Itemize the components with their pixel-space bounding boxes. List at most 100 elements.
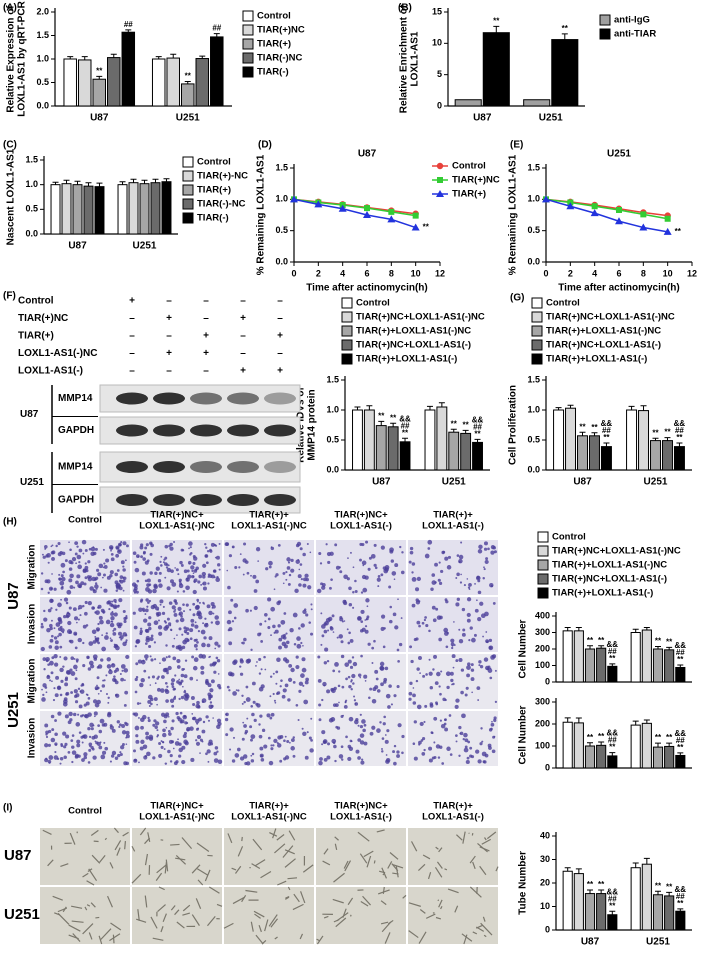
stained-cell (62, 701, 68, 707)
blot-band (190, 494, 222, 506)
stained-cell (71, 734, 75, 737)
stained-cell (151, 675, 155, 679)
stained-cell (208, 636, 213, 641)
significance-mark: ** (666, 637, 673, 646)
stained-cell (431, 580, 437, 585)
stained-cell (44, 723, 49, 728)
stained-cell (180, 614, 183, 618)
column-header: Control (68, 806, 102, 817)
stained-cell (118, 586, 123, 591)
stained-cell (49, 623, 53, 628)
stained-cell (145, 628, 150, 633)
stained-cell (231, 545, 235, 549)
stained-cell (190, 757, 195, 763)
stained-cell (400, 617, 403, 619)
stained-cell (444, 718, 447, 722)
stained-cell (63, 697, 68, 701)
stained-cell (54, 645, 59, 650)
stained-cell (64, 682, 69, 687)
stained-cell (269, 716, 273, 720)
y-tick-label: 15 (432, 6, 442, 16)
stained-cell (125, 634, 128, 637)
stained-cell (214, 641, 219, 646)
tube-segment (208, 886, 220, 894)
y-tick-label: 0.5 (326, 434, 339, 444)
stained-cell (139, 627, 143, 630)
stained-cell (97, 622, 100, 626)
stained-cell (107, 696, 110, 699)
stained-cell (277, 544, 281, 547)
tube-segment (197, 868, 209, 876)
tube-segment (462, 831, 466, 844)
stained-cell (330, 578, 333, 581)
error-bar (366, 405, 373, 410)
stained-cell (283, 612, 287, 615)
stained-cell (334, 662, 339, 667)
column-header: TIAR(+)NC+ (334, 801, 388, 812)
stained-cell (476, 599, 478, 602)
stained-cell (139, 746, 144, 751)
stained-cell (379, 665, 384, 671)
stained-cell (384, 734, 387, 736)
blot-band (190, 392, 222, 405)
stained-cell (64, 742, 68, 746)
stained-cell (380, 614, 386, 619)
stained-cell (373, 563, 377, 567)
stained-cell (308, 621, 311, 624)
legend-label: TIAR(+)+LOXL1-AS1(-)NC (356, 326, 471, 337)
stained-cell (205, 546, 208, 549)
stained-cell (290, 738, 295, 743)
y-tick-label: 0 (545, 676, 550, 686)
stained-cell (183, 739, 188, 745)
stained-cell (333, 744, 337, 749)
x-tick-label: U251 (646, 937, 670, 948)
stained-cell (195, 739, 198, 742)
stained-cell (74, 694, 78, 699)
micrograph (316, 887, 406, 944)
stained-cell (490, 722, 495, 727)
significance-mark: ** (591, 423, 598, 432)
stained-cell (112, 629, 115, 632)
stained-cell (479, 601, 484, 606)
significance-mark: && (675, 641, 687, 650)
stained-cell (416, 620, 421, 625)
stained-cell (245, 697, 251, 702)
condition-sign: + (166, 313, 172, 324)
stained-cell (302, 644, 304, 647)
stained-cell (184, 659, 188, 662)
stained-cell (380, 626, 385, 631)
bar (675, 910, 686, 931)
stained-cell (53, 687, 56, 690)
y-tick-label: 1.5 (275, 162, 288, 172)
x-tick-label: U87 (581, 937, 600, 948)
error-bar (598, 889, 605, 894)
stained-cell (183, 674, 188, 679)
significance-mark: ** (609, 901, 616, 910)
error-bar (163, 178, 170, 182)
stained-cell (304, 755, 309, 760)
stained-cell (202, 720, 206, 724)
x-tick-label: U251 (442, 477, 466, 488)
stained-cell (371, 662, 374, 664)
stained-cell (103, 679, 106, 682)
bar (607, 914, 618, 931)
stained-cell (302, 552, 306, 557)
stained-cell (110, 754, 115, 758)
tube-segment (438, 899, 443, 908)
stained-cell (121, 730, 127, 735)
tube-segment (272, 828, 277, 839)
legend-swatch (182, 184, 194, 196)
stained-cell (285, 659, 290, 664)
stained-cell (144, 579, 148, 583)
significance-mark: ** (603, 433, 610, 442)
stained-cell (172, 656, 177, 661)
stained-cell (87, 697, 91, 700)
x-tick-label: U87 (372, 477, 391, 488)
stained-cell (217, 644, 221, 648)
stained-cell (48, 729, 52, 734)
stained-cell (343, 574, 348, 580)
stained-cell (226, 685, 230, 689)
stained-cell (279, 685, 282, 688)
error-bar (564, 627, 571, 631)
x-tick-label: 8 (389, 268, 394, 278)
